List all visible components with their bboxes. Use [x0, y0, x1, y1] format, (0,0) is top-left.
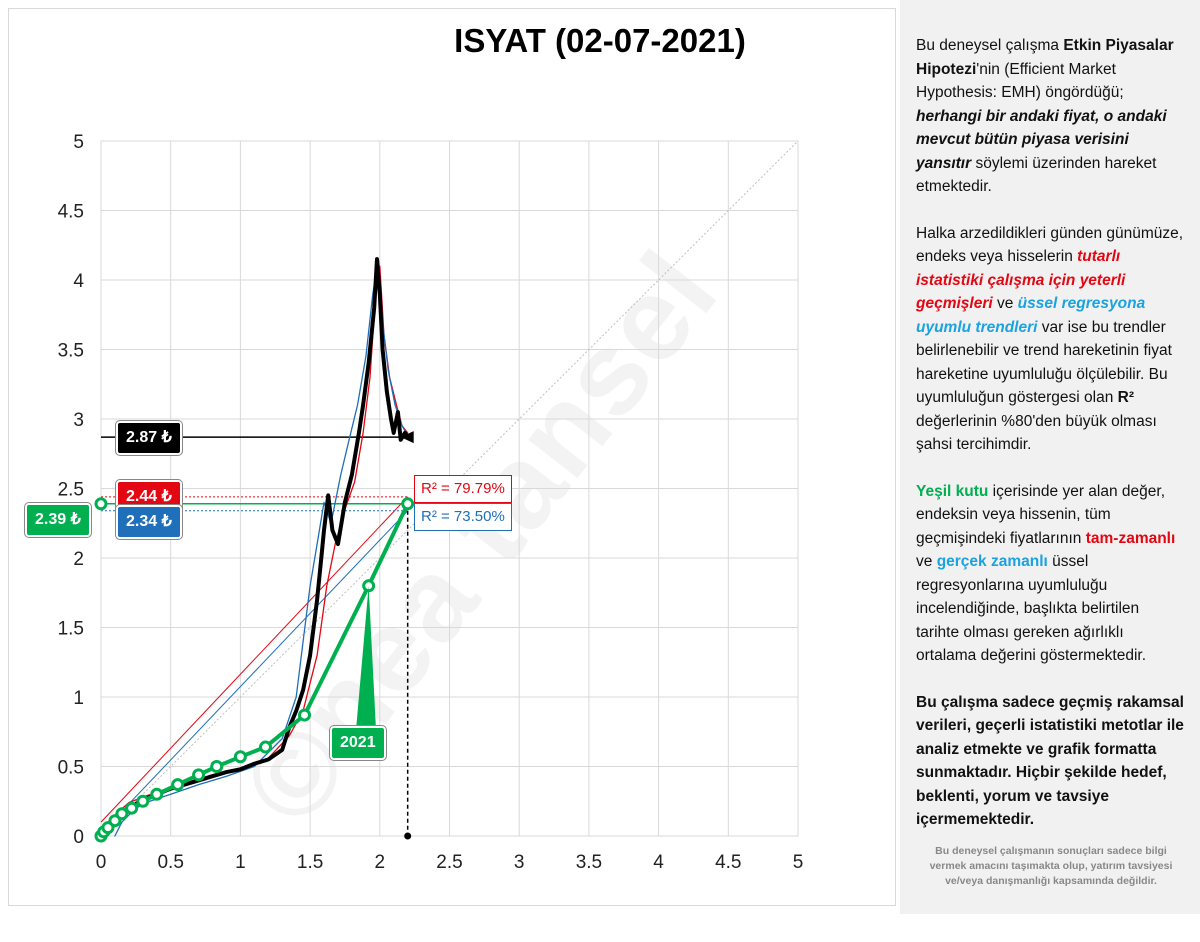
series-markers [94, 497, 415, 843]
text: üssel regresyonlarına uyumluluğu incelen… [916, 553, 1147, 664]
series-lines [99, 257, 410, 838]
text: ve [916, 553, 937, 570]
disclaimer: Bu deneysel çalışmanın sonuçları sadece … [929, 844, 1173, 887]
y-tick-label: 4.5 [58, 202, 84, 223]
y-tick-label: 2 [73, 549, 84, 570]
r2-label-red: R² = 79.79% [414, 475, 512, 503]
paragraph-3: Yeşil kutu içerisinde yer alan değer, en… [916, 480, 1186, 668]
y-tick-label: 3 [73, 410, 84, 431]
x-tick-label: 4 [653, 852, 664, 873]
text-green: Yeşil kutu [916, 482, 989, 500]
year-pointer [356, 585, 376, 730]
y-tick-label: 0 [73, 827, 84, 848]
axis-dot [404, 832, 412, 840]
y-tick-label: 3.5 [58, 341, 84, 362]
chart-title: ISYAT (02-07-2021) [454, 22, 746, 59]
x-tick-label: 1.5 [297, 852, 323, 873]
chart-frame [8, 8, 896, 906]
text-red: tam-zamanlı [1085, 529, 1176, 547]
y-tick-label: 0.5 [58, 758, 84, 779]
y-tick-label: 2.5 [58, 480, 84, 501]
x-tick-label: 1 [235, 852, 246, 873]
value-label-green: 2.39 ₺ [25, 503, 91, 537]
text: değerlerinin %80'den büyük olması şahsi … [916, 412, 1157, 454]
data-point [125, 801, 139, 815]
text-blue: gerçek zamanlı [936, 553, 1048, 570]
tick-labels: 0 0.5 1 1.5 2 2.5 3 3.5 4 4.5 5 0 0.5 1 1.5 2 2.5 3 3.5 4 4.… [58, 132, 804, 873]
text-bold: R² [1117, 389, 1134, 406]
data-point [171, 778, 185, 792]
data-point [115, 807, 129, 821]
x-tick-label: 0.5 [157, 852, 183, 873]
x-tick-label: 5 [793, 852, 804, 873]
x-tick-label: 3.5 [576, 852, 602, 873]
text: 'nin (Efficient Market Hypothesis: EMH) … [916, 60, 1124, 102]
data-point [233, 750, 247, 764]
trendline [100, 496, 409, 823]
x-tick-label: 0 [96, 852, 107, 873]
text-red: tutarlı istatistiki çalışma için yeterli… [916, 248, 1126, 312]
year-label: 2021 [330, 726, 386, 760]
text-blue: üssel regresyona uyumlu trendleri [916, 295, 1146, 336]
data-point [150, 787, 164, 801]
data-point [210, 760, 224, 773]
trendline [100, 510, 409, 834]
plot-area-border [100, 140, 799, 837]
text: söylemi üzerinden hareket etmektedir. [916, 154, 1157, 196]
paragraph-2: Halka arzedildikleri günden günümüze, en… [916, 222, 1186, 457]
text-bold-italic: herhangi bir andaki fiyat, o andaki mevc… [916, 107, 1167, 172]
chart-plot: 0 0.5 1 1.5 2 2.5 3 3.5 4 4.5 5 0 0.5 1 1.5 2 2.5 3 3.5 4 4.… [58, 132, 804, 873]
paragraph-4: Bu çalışma sadece geçmiş rakamsal verile… [916, 693, 1184, 829]
r2-label-blue: R² = 73.50% [414, 503, 512, 531]
y-tick-label: 4 [73, 271, 84, 292]
data-point [192, 768, 206, 782]
data-point [298, 708, 312, 722]
data-point [136, 794, 150, 808]
data-point [94, 497, 108, 511]
text: ve [992, 295, 1018, 312]
side-panel: Bu deneysel çalışma Etkin Piyasalar Hipo… [900, 0, 1200, 914]
y-tick-label: 5 [73, 132, 84, 153]
text: var ise bu trendler belirlenebilir ve tr… [916, 318, 1172, 407]
value-label-blue: 2.34 ₺ [116, 505, 182, 539]
grid [100, 140, 799, 837]
x-tick-label: 3 [514, 852, 525, 873]
y-tick-label: 1 [73, 688, 84, 709]
data-point [401, 497, 415, 511]
paragraph-1: Bu deneysel çalışma Etkin Piyasalar Hipo… [916, 34, 1186, 199]
value-label-black: 2.87 ₺ [116, 421, 182, 455]
x-tick-label: 2 [375, 852, 386, 873]
y-tick-label: 1.5 [58, 619, 84, 640]
data-point [258, 740, 272, 754]
text: içerisinde yer alan değer, endeksin veya… [916, 482, 1166, 547]
text-bold: Etkin Piyasalar Hipotezi [916, 37, 1174, 78]
x-tick-label: 2.5 [436, 852, 462, 873]
x-tick-label: 4.5 [715, 852, 741, 873]
text: Bu deneysel çalışma [916, 37, 1064, 54]
text: Halka arzedildikleri günden günümüze, en… [916, 224, 1184, 266]
